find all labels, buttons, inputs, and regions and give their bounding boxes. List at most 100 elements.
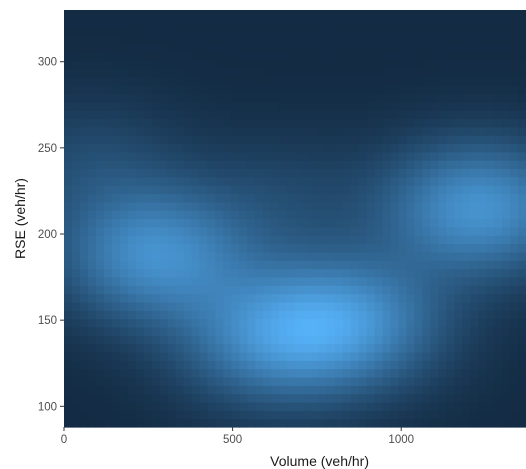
heatmap-cell — [382, 218, 392, 228]
heatmap-cell — [255, 51, 264, 61]
heatmap-cell — [414, 301, 424, 311]
heatmap-cell — [263, 301, 272, 311]
heatmap-cell — [103, 318, 113, 328]
heatmap-cell — [279, 85, 288, 94]
heatmap-cell — [255, 143, 264, 153]
heatmap-cell — [310, 51, 320, 61]
heatmap-cell — [318, 418, 328, 428]
heatmap-cell — [318, 368, 328, 378]
heatmap-cell — [446, 60, 455, 69]
heatmap-cell — [414, 160, 424, 170]
heatmap-cell — [263, 326, 272, 336]
heatmap-cell — [207, 335, 216, 345]
heatmap-cell — [470, 210, 479, 220]
heatmap-cell — [143, 85, 153, 94]
heatmap-cell — [342, 110, 352, 120]
heatmap-cell — [318, 251, 328, 261]
heatmap-cell — [518, 168, 526, 178]
heatmap-cell — [71, 10, 81, 19]
heatmap-cell — [494, 301, 503, 311]
heatmap-cell — [119, 43, 129, 53]
heatmap-cell — [111, 218, 121, 228]
heatmap-cell — [103, 401, 113, 411]
heatmap-cell — [310, 76, 320, 86]
heatmap-cell — [470, 60, 479, 69]
heatmap-cell — [143, 351, 153, 361]
heatmap-cell — [358, 18, 368, 28]
heatmap-cell — [199, 10, 208, 19]
heatmap-cell — [64, 285, 73, 295]
heatmap-cell — [87, 310, 97, 320]
heatmap-cell — [382, 326, 392, 336]
heatmap-cell — [79, 210, 89, 220]
heatmap-cell — [374, 126, 384, 136]
heatmap-cell — [71, 110, 81, 120]
heatmap-cell — [350, 226, 360, 236]
heatmap-cell — [295, 93, 304, 103]
heatmap-cell — [95, 418, 105, 428]
heatmap-cell — [64, 318, 73, 328]
heatmap-cell — [71, 68, 81, 78]
heatmap-cell — [502, 185, 511, 195]
heatmap-cell — [494, 268, 503, 278]
heatmap-cell — [247, 235, 256, 245]
heatmap-cell — [271, 68, 280, 78]
heatmap-cell — [87, 243, 97, 253]
heatmap-cell — [295, 326, 304, 336]
heatmap-cell — [199, 335, 208, 345]
heatmap-cell — [79, 93, 89, 103]
heatmap-cell — [326, 143, 336, 153]
heatmap-cell — [438, 35, 447, 44]
heatmap-cell — [494, 385, 503, 395]
heatmap-cell — [135, 310, 145, 320]
heatmap-cell — [191, 243, 201, 253]
heatmap-cell — [167, 168, 177, 178]
heatmap-cell — [263, 351, 272, 361]
heatmap-cell — [143, 376, 153, 386]
heatmap-cell — [95, 335, 105, 345]
heatmap-cell — [310, 243, 320, 253]
heatmap-cell — [438, 343, 447, 353]
heatmap-cell — [127, 260, 137, 270]
heatmap-cell — [398, 335, 408, 345]
heatmap-cell — [119, 293, 129, 303]
heatmap-cell — [350, 35, 360, 44]
heatmap-cell — [239, 10, 248, 19]
heatmap-cell — [135, 135, 145, 145]
heatmap-cell — [287, 60, 296, 69]
heatmap-cell — [382, 243, 392, 253]
heatmap-cell — [382, 226, 392, 236]
heatmap-cell — [318, 360, 328, 370]
heatmap-cell — [159, 226, 169, 236]
heatmap-cell — [406, 318, 416, 328]
heatmap-cell — [422, 93, 432, 103]
heatmap-cell — [382, 401, 392, 411]
heatmap-cell — [199, 235, 208, 245]
heatmap-cell — [247, 10, 256, 19]
heatmap-cell — [310, 168, 320, 178]
heatmap-cell — [135, 243, 145, 253]
heatmap-cell — [382, 343, 392, 353]
heatmap-cell — [446, 235, 455, 245]
heatmap-cell — [95, 118, 105, 128]
heatmap-cell — [207, 185, 216, 195]
heatmap-cell — [64, 10, 73, 19]
heatmap-cell — [151, 101, 161, 111]
heatmap-cell — [215, 168, 224, 178]
heatmap-cell — [295, 193, 304, 203]
heatmap-cell — [207, 343, 216, 353]
heatmap-cell — [446, 85, 455, 94]
heatmap-cell — [374, 343, 384, 353]
heatmap-cell — [318, 268, 328, 278]
heatmap-cell — [143, 10, 153, 19]
heatmap-cell — [143, 401, 153, 411]
heatmap-cell — [79, 243, 89, 253]
heatmap-cell — [310, 210, 320, 220]
heatmap-cell — [167, 393, 177, 403]
heatmap-cell — [215, 85, 224, 94]
heatmap-cell — [478, 285, 487, 295]
heatmap-cell — [486, 201, 495, 211]
heatmap-cell — [135, 268, 145, 278]
heatmap-cell — [263, 176, 272, 186]
